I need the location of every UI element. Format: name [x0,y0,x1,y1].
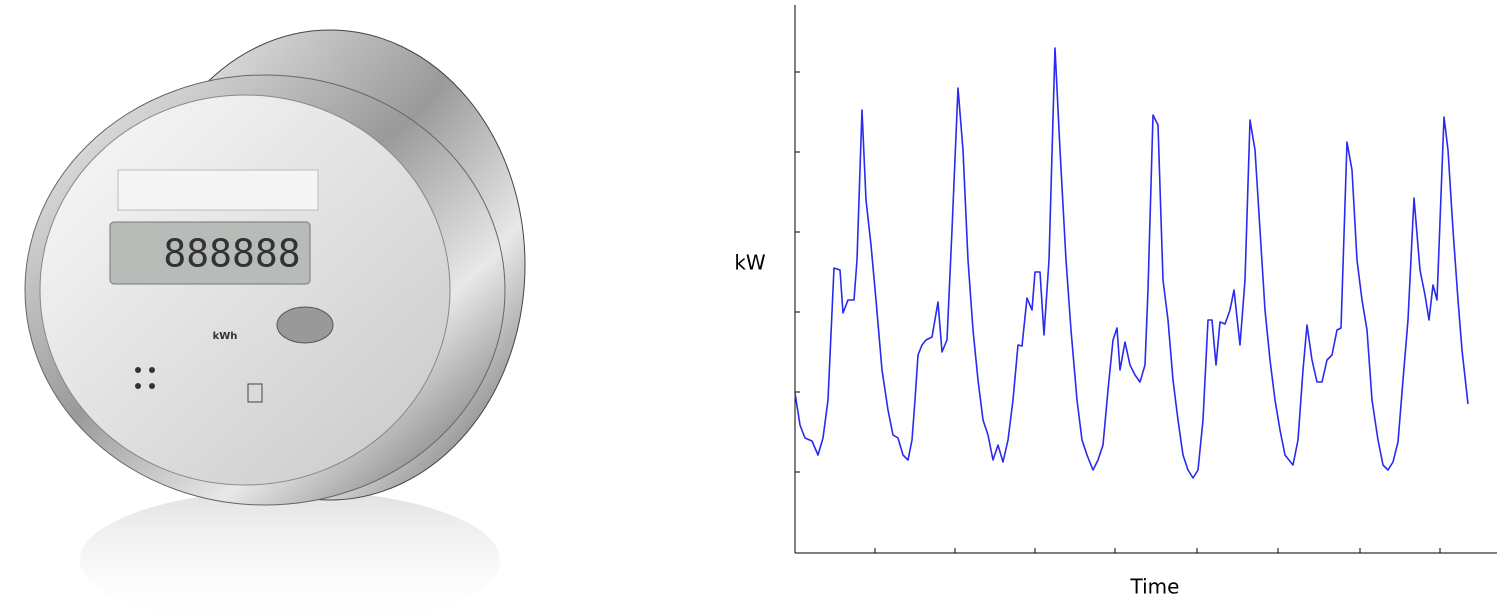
data-line [795,48,1468,478]
chart: kW Time [734,5,1497,599]
page: 888888 kWh kW Time [0,0,1500,613]
lcd-digits: 888888 [163,232,300,276]
meter-image: 888888 kWh [25,30,525,613]
meter-face [40,95,450,485]
y-axis-label: kW [734,251,766,275]
reflection [80,490,500,613]
label-area [118,170,318,210]
unit-label: kWh [213,331,238,342]
x-axis-label: Time [1130,575,1180,599]
